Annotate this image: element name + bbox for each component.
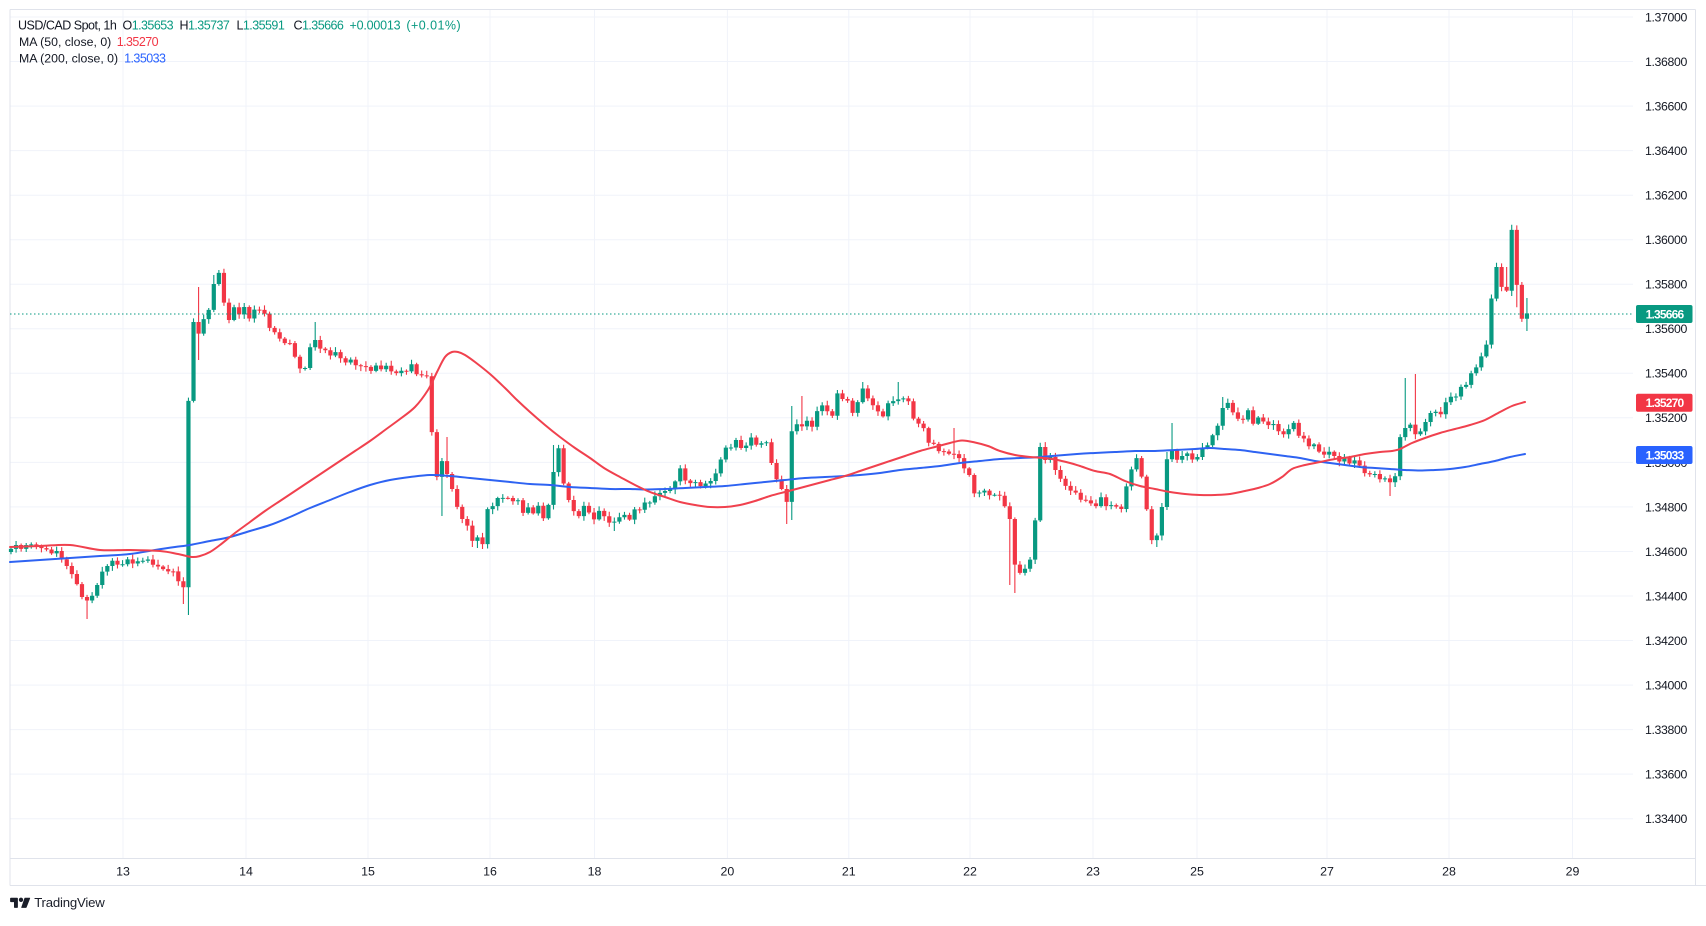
svg-text:1.35270: 1.35270 <box>1646 396 1685 410</box>
svg-text:1.34400: 1.34400 <box>1645 589 1688 603</box>
svg-text:1.36000: 1.36000 <box>1645 233 1688 247</box>
svg-text:MA (50, close, 0): MA (50, close, 0) <box>19 35 111 49</box>
svg-text:L1.35591: L1.35591 <box>237 19 285 33</box>
svg-text:MA (200, close, 0): MA (200, close, 0) <box>19 51 118 65</box>
svg-text:15: 15 <box>361 865 375 879</box>
svg-text:18: 18 <box>588 865 602 879</box>
svg-text:1.35033: 1.35033 <box>124 51 166 65</box>
svg-text:1.36800: 1.36800 <box>1645 55 1688 69</box>
svg-text:C1.35666: C1.35666 <box>294 19 344 33</box>
svg-text:1.35800: 1.35800 <box>1645 278 1688 292</box>
svg-text:27: 27 <box>1320 865 1334 879</box>
svg-text:+0.00013: +0.00013 <box>350 19 401 33</box>
svg-text:1.35600: 1.35600 <box>1645 322 1688 336</box>
svg-text:21: 21 <box>842 865 856 879</box>
svg-text:1.36200: 1.36200 <box>1645 189 1688 203</box>
svg-text:1.35400: 1.35400 <box>1645 367 1688 381</box>
svg-text:O1.35653: O1.35653 <box>123 19 174 33</box>
svg-text:1.36400: 1.36400 <box>1645 144 1688 158</box>
svg-text:1.35666: 1.35666 <box>1646 307 1685 321</box>
svg-text:28: 28 <box>1442 865 1456 879</box>
svg-text:25: 25 <box>1190 865 1204 879</box>
svg-text:1.36600: 1.36600 <box>1645 100 1688 114</box>
svg-text:1.35200: 1.35200 <box>1645 411 1688 425</box>
svg-text:(+0.01%): (+0.01%) <box>406 19 461 33</box>
svg-text:16: 16 <box>483 865 497 879</box>
svg-text:20: 20 <box>721 865 735 879</box>
svg-text:1.35033: 1.35033 <box>1646 448 1685 462</box>
svg-text:29: 29 <box>1566 865 1580 879</box>
svg-text:1.33600: 1.33600 <box>1645 768 1688 782</box>
svg-text:TradingView: TradingView <box>34 895 105 910</box>
svg-text:H1.35737: H1.35737 <box>180 19 230 33</box>
svg-text:1.34200: 1.34200 <box>1645 634 1688 648</box>
svg-text:14: 14 <box>239 865 253 879</box>
svg-text:1.34000: 1.34000 <box>1645 679 1688 693</box>
svg-text:1.34600: 1.34600 <box>1645 545 1688 559</box>
svg-text:13: 13 <box>116 865 130 879</box>
svg-text:1.37000: 1.37000 <box>1645 10 1688 24</box>
svg-text:USD/CAD Spot, 1h: USD/CAD Spot, 1h <box>18 19 117 33</box>
svg-text:1.35270: 1.35270 <box>117 35 159 49</box>
svg-text:23: 23 <box>1086 865 1100 879</box>
svg-text:1.33800: 1.33800 <box>1645 723 1688 737</box>
svg-text:1.34800: 1.34800 <box>1645 500 1688 514</box>
svg-text:1.33400: 1.33400 <box>1645 812 1688 826</box>
svg-text:22: 22 <box>963 865 977 879</box>
